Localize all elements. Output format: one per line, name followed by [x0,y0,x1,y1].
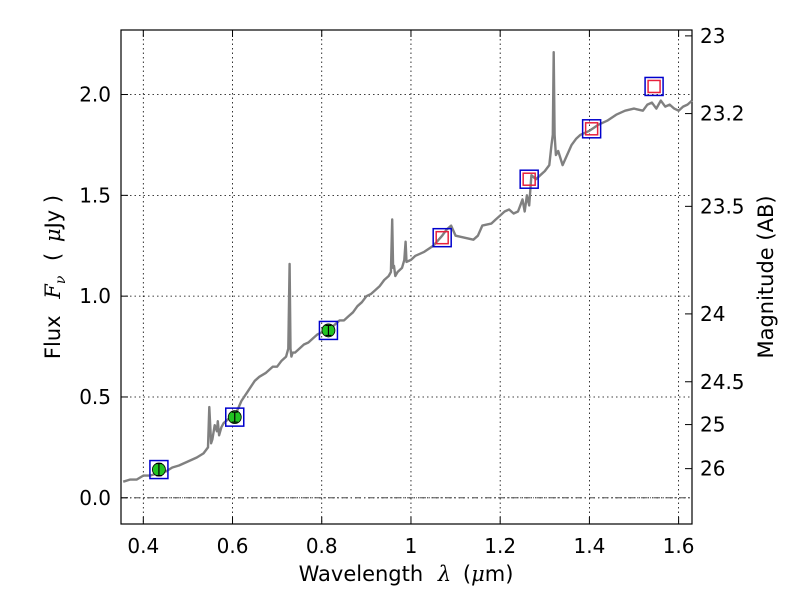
y2-axis-label: Magnitude (AB) [754,195,778,358]
model-point [318,320,339,341]
x-tick-label: 1.6 [663,534,695,558]
y-tick-label: 1.0 [79,284,111,308]
upper-limit-point [522,172,536,186]
model-point [432,227,452,248]
tick-labels: 0.4 0.6 0.8 1 1.2 1.4 1.6 0.0 0.5 1.0 1.5 2.0 23 23.2… [79,24,744,558]
y-axis-open: ( [41,253,65,261]
x-tick-label: 0.4 [127,534,159,558]
ticks [121,30,692,524]
y-axis-label: Flux Fν ( μJy ) [41,195,70,359]
upper-limit-point [584,122,599,136]
x-axis-unit: m) [485,562,514,586]
x-tick-label: 0.6 [217,534,249,558]
x-tick-label: 1 [405,534,418,558]
y2-tick-label: 25 [700,413,725,437]
plot-frame [120,29,693,525]
model-point [149,459,169,480]
y2-tick-label: 24 [700,302,725,326]
x-axis-lambda: λ [437,562,451,586]
upper-limit-point [435,230,449,245]
x-axis-open: ( [463,562,471,586]
spectrum-line [122,51,693,483]
grid [121,30,692,524]
series [122,51,693,483]
y2-tick-label: 23.5 [700,194,745,218]
model-point [581,119,602,139]
upper-limit-point [647,79,661,94]
model-point [519,169,539,189]
x-tick-label: 0.8 [306,534,338,558]
model-point [644,76,664,97]
x-axis-mu: μ [471,562,485,586]
x-axis-label-prefix: Wavelength [299,562,424,586]
y-tick-label: 0.0 [79,486,111,510]
y2-tick-label: 26 [700,457,725,481]
y-axis-label-prefix: Flux [41,315,65,359]
y2-tick-label: 23 [700,24,725,48]
x-tick-label: 1.4 [573,534,605,558]
y-axis-nu: ν [53,275,69,284]
y-tick-label: 2.0 [79,83,111,107]
model-point [225,407,245,427]
y-axis-F: F [41,283,65,300]
x-axis-label: Wavelength λ (μm) [299,562,514,586]
y2-tick-label: 23.2 [700,102,745,126]
markers [149,76,664,480]
y2-tick-label: 24.5 [700,370,745,394]
y-tick-label: 1.5 [79,183,111,207]
y-axis-mu: μ [41,228,65,242]
x-tick-label: 1.2 [484,534,516,558]
y-tick-label: 0.5 [79,385,111,409]
y-axis-unit: Jy ) [41,195,65,231]
